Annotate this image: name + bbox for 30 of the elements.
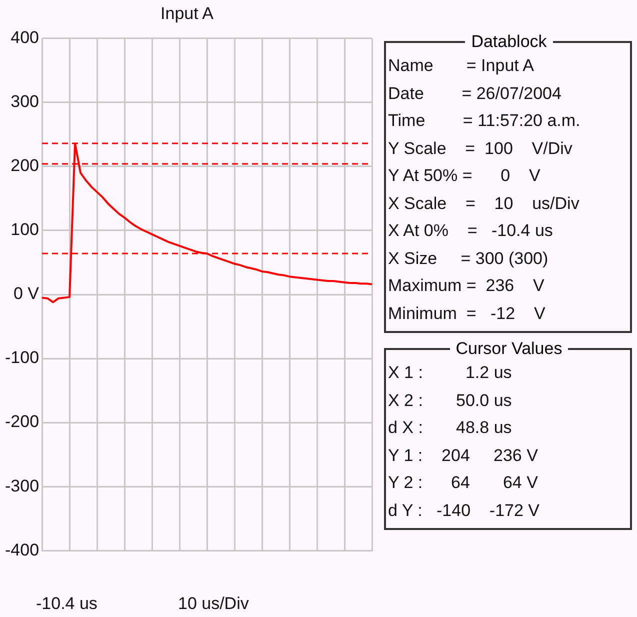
y-tick-label: 400 — [10, 28, 40, 48]
text: -10.4 us — [36, 594, 98, 614]
text: X 1 : 1.2 us — [388, 362, 513, 384]
text: Date = 26/07/2004 — [388, 82, 562, 104]
y-tick-label: 0 V — [13, 284, 40, 304]
text: Time = 11:57:20 a.m. — [388, 110, 582, 132]
text: X 2 : 50.0 us — [388, 390, 513, 412]
text: 10 us/Div — [178, 594, 249, 614]
text: Datablock — [470, 32, 548, 52]
text: d Y : -140 -172 V — [388, 500, 541, 522]
text: Cursor Values — [454, 339, 564, 359]
y-tick-label: -100 — [4, 348, 40, 368]
text: Y 2 : 64 64 V — [388, 472, 539, 494]
text: Maximum = 236 V — [388, 275, 546, 297]
text: Y At 50% = 0 V — [388, 165, 542, 187]
y-tick-label: 100 — [10, 220, 40, 240]
text: X Scale = 10 us/Div — [388, 192, 580, 214]
y-tick-label: -400 — [4, 540, 40, 560]
text: Y Scale = 100 V/Div — [388, 138, 574, 160]
text: X Size = 300 (300) — [388, 248, 550, 270]
y-tick-label: -300 — [4, 476, 40, 496]
text: Name = Input A — [388, 55, 535, 77]
y-tick-label: 200 — [10, 156, 40, 176]
text: Minimum = -12 V — [388, 302, 546, 324]
chart-title: Input A — [160, 4, 214, 23]
y-tick-label: -200 — [4, 412, 40, 432]
text: d X : 48.8 us — [388, 417, 513, 439]
y-tick-label: 300 — [10, 92, 40, 112]
text: Y 1 : 204 236 V — [388, 444, 539, 466]
text: X At 0% = -10.4 us — [388, 220, 554, 242]
